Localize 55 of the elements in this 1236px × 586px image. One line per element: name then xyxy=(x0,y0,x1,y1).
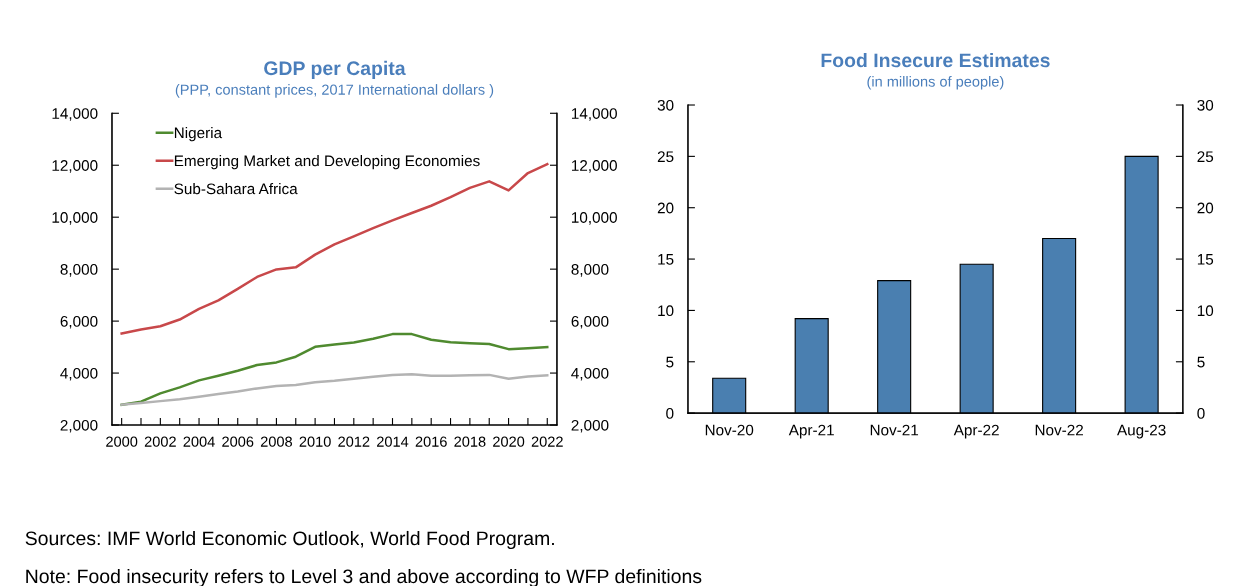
y-tick-label: 15 xyxy=(658,254,674,265)
source-note: Sources: IMF World Economic Outlook, World Food Program. xyxy=(25,530,554,550)
y-tick-label: 30 xyxy=(657,99,674,111)
legend-label: Nigeria xyxy=(174,127,223,142)
x-tick-label: Nov-20 xyxy=(705,424,754,436)
y-tick-label: 5 xyxy=(666,356,674,368)
y2-tick-label: 25 xyxy=(1197,151,1214,163)
x-tick-label: 2000 xyxy=(106,436,138,447)
legend-label: Emerging Market and Developing Economies xyxy=(174,155,480,170)
y2-tick-label: 0 xyxy=(1197,408,1205,419)
y-tick-label: 25 xyxy=(657,151,674,163)
y2-tick-label: 2,000 xyxy=(571,419,609,433)
x-tick-label: Apr-22 xyxy=(953,424,999,439)
y2-tick-label: 5 xyxy=(1197,356,1205,368)
y-tick-label: 6,000 xyxy=(60,315,98,329)
y2-tick-label: 20 xyxy=(1197,202,1214,214)
y-tick-label: 10,000 xyxy=(52,212,98,225)
y2-tick-label: 15 xyxy=(1197,254,1214,265)
chart-title: GDP per Capita xyxy=(264,60,406,79)
x-tick-label: Nov-21 xyxy=(870,424,919,436)
x-tick-label: Nov-22 xyxy=(1035,424,1083,436)
x-tick-label: 2020 xyxy=(493,436,525,447)
x-tick-label: Apr-21 xyxy=(788,424,834,439)
chart-subtitle: (PPP, constant prices, 2017 International dollars ) xyxy=(175,84,494,98)
y2-tick-label: 12,000 xyxy=(572,160,617,173)
y2-tick-label: 4,000 xyxy=(571,367,609,381)
y-tick-label: 20 xyxy=(657,202,674,214)
y2-tick-label: 30 xyxy=(1197,99,1214,111)
y-tick-label: 14,000 xyxy=(52,108,98,121)
x-tick-label: 2006 xyxy=(222,436,254,447)
x-tick-label: 2002 xyxy=(144,436,176,447)
y2-tick-label: 10,000 xyxy=(572,212,617,225)
chart-subtitle: (in millions of people) xyxy=(867,76,1004,90)
chart-title: Food Insecure Estimates xyxy=(821,52,1050,68)
x-tick-label: 2010 xyxy=(299,436,331,447)
y2-tick-label: 14,000 xyxy=(572,108,617,121)
y-tick-label: 12,000 xyxy=(52,160,98,173)
x-tick-label: 2008 xyxy=(260,436,293,447)
y-tick-label: 0 xyxy=(666,408,674,419)
y-tick-label: 4,000 xyxy=(60,367,98,381)
x-tick-label: 2014 xyxy=(377,436,409,447)
y2-tick-label: 8,000 xyxy=(571,264,609,277)
x-tick-label: 2018 xyxy=(454,436,486,447)
x-tick-label: Aug-23 xyxy=(1117,424,1166,439)
y-tick-label: 10 xyxy=(658,305,674,317)
y-tick-label: 8,000 xyxy=(60,264,98,277)
x-tick-label: 2012 xyxy=(338,436,370,447)
y-tick-label: 2,000 xyxy=(60,419,98,433)
y2-tick-label: 6,000 xyxy=(571,315,609,329)
legend-label: Sub-Sahara Africa xyxy=(174,183,298,195)
y2-tick-label: 10 xyxy=(1197,305,1214,317)
x-tick-label: 2004 xyxy=(183,436,215,447)
x-tick-label: 2016 xyxy=(415,436,447,447)
line-series xyxy=(120,373,549,407)
x-tick-label: 2022 xyxy=(531,436,563,447)
